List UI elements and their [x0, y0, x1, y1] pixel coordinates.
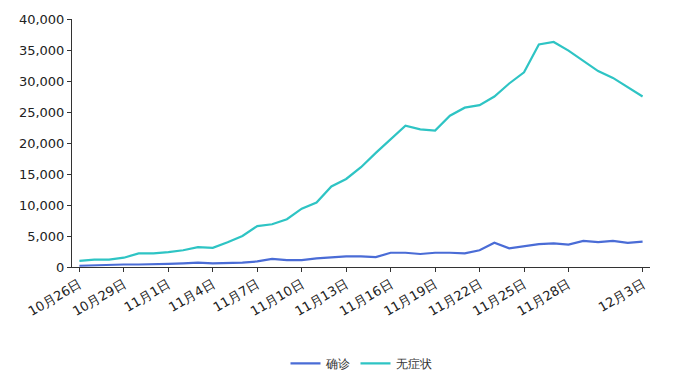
- svg-text:25,000: 25,000: [19, 105, 65, 120]
- svg-text:5,000: 5,000: [27, 229, 64, 244]
- svg-text:11月10日: 11月10日: [248, 276, 307, 319]
- svg-text:10,000: 10,000: [19, 198, 65, 213]
- svg-text:10月26日: 10月26日: [25, 276, 84, 319]
- svg-text:11月13日: 11月13日: [292, 276, 351, 319]
- svg-text:11月28日: 11月28日: [515, 276, 574, 319]
- svg-text:10月29日: 10月29日: [70, 276, 129, 319]
- svg-text:35,000: 35,000: [19, 43, 65, 58]
- svg-text:12月3日: 12月3日: [596, 276, 648, 314]
- svg-text:11月22日: 11月22日: [426, 276, 485, 319]
- svg-text:20,000: 20,000: [19, 136, 65, 151]
- svg-text:0: 0: [56, 260, 64, 275]
- svg-text:11月7日: 11月7日: [210, 276, 262, 314]
- svg-text:确诊: 确诊: [325, 357, 350, 371]
- svg-text:11月25日: 11月25日: [470, 276, 529, 319]
- svg-text:11月19日: 11月19日: [381, 276, 440, 319]
- svg-text:11月4日: 11月4日: [166, 276, 218, 314]
- svg-text:40,000: 40,000: [19, 12, 65, 27]
- svg-text:11月16日: 11月16日: [337, 276, 396, 319]
- svg-text:15,000: 15,000: [19, 167, 65, 182]
- svg-text:11月1日: 11月1日: [122, 276, 174, 314]
- svg-text:30,000: 30,000: [19, 74, 65, 89]
- svg-text:无症状: 无症状: [396, 357, 432, 371]
